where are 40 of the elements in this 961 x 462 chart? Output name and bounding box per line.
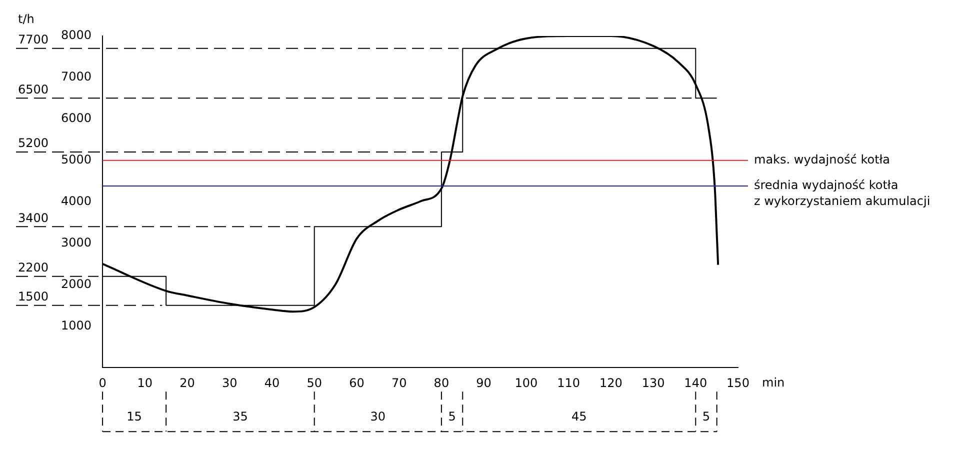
- x-tick-label: 60: [349, 376, 364, 390]
- y-tick-label: 1000: [60, 318, 92, 332]
- text: 30: [370, 410, 386, 424]
- text: 5: [702, 410, 710, 424]
- x-tick-label: 40: [264, 376, 280, 390]
- y-tick-label: 8000: [60, 28, 92, 42]
- x-tick-label: 10: [137, 376, 153, 390]
- x-tick-label: 80: [434, 376, 450, 390]
- y-tick-label: 6000: [60, 111, 92, 126]
- x-tick-label: 120: [599, 376, 622, 390]
- text: 5: [448, 410, 456, 424]
- x-tick-label: 110: [557, 376, 580, 390]
- ref-line-label: 2200: [18, 260, 49, 275]
- x-tick-label: 70: [391, 376, 407, 390]
- y-axis-title: t/h: [18, 12, 34, 26]
- text: 45: [571, 410, 587, 424]
- ref-line-label: maks. wydajność kotła: [754, 152, 890, 166]
- ref-line-label: 5200: [18, 136, 49, 150]
- x-tick-label: 100: [514, 376, 538, 390]
- ref-line-label: 6500: [18, 82, 49, 96]
- y-tick-label: 4000: [60, 194, 92, 208]
- text: 15: [126, 410, 142, 424]
- ref-line-label: 7700: [18, 32, 49, 47]
- x-tick-label: 0: [98, 376, 106, 390]
- x-tick-label: 50: [306, 376, 322, 390]
- x-tick-label: 140: [684, 376, 708, 390]
- x-axis-title: min: [762, 376, 785, 390]
- y-tick-label: 5000: [60, 152, 92, 166]
- ref-line-label: 3400: [18, 210, 49, 225]
- x-tick-label: 30: [222, 376, 238, 390]
- x-tick-label: 150: [726, 376, 750, 390]
- y-tick-label: 2000: [60, 276, 92, 291]
- x-tick-label: 20: [180, 376, 195, 390]
- y-tick-label: 3000: [60, 235, 92, 250]
- y-tick-label: 7000: [60, 70, 92, 84]
- text: 35: [232, 410, 248, 424]
- ref-line-label: średnia wydajność kotła z wykorzystaniem akumulacji: [754, 178, 930, 208]
- ref-line-label: 1500: [18, 290, 49, 304]
- x-tick-label: 130: [642, 376, 665, 390]
- x-tick-label: 90: [476, 376, 492, 390]
